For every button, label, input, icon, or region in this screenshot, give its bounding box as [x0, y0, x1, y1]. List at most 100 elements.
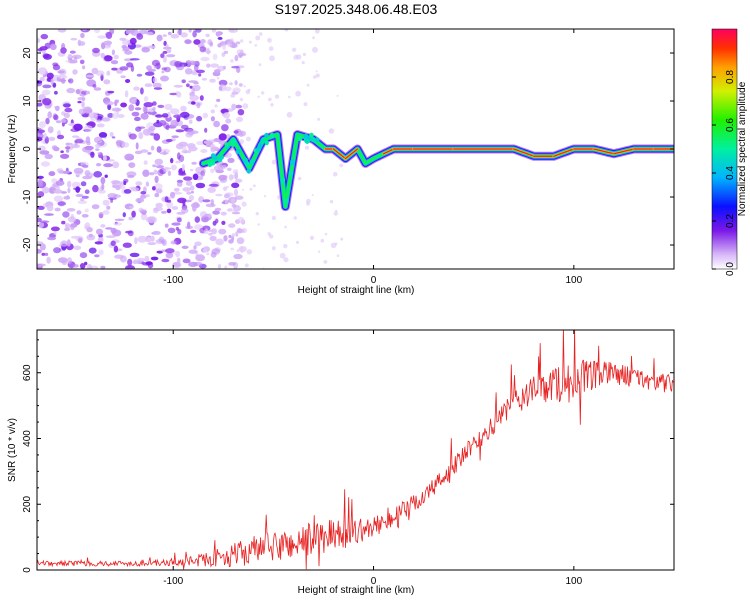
- spectrogram-noise-blob: [162, 56, 167, 63]
- spectrogram-noise-blob: [228, 239, 234, 244]
- spectrogram-noise-blob: [229, 38, 234, 43]
- spectrogram-noise-blob: [302, 52, 307, 57]
- spectrogram-noise-blob: [125, 265, 135, 269]
- spectrogram-noise-blob: [57, 29, 67, 33]
- spectrogram-noise-blob: [223, 112, 231, 119]
- spectrogram-noise-blob: [44, 153, 53, 160]
- spectrogram-noise-blob: [241, 227, 247, 234]
- spectrogram-noise-blob: [105, 31, 113, 39]
- spectrogram-noise-blob: [268, 97, 272, 102]
- ridge-blob: [280, 177, 286, 183]
- snr-x-tick-label: 0: [371, 576, 377, 587]
- spectrogram-noise-blob: [107, 193, 117, 199]
- spectrogram-noise-blob: [220, 211, 227, 216]
- spectrogram-noise-blob: [191, 161, 197, 165]
- spectrogram-noise-blob: [145, 181, 150, 187]
- spectrogram-noise-blob: [149, 172, 155, 176]
- spectrogram-noise-blob: [268, 46, 274, 51]
- spectrogram-noise-blob: [92, 84, 97, 88]
- spectrogram-noise-blob: [152, 77, 158, 83]
- spectrogram-noise-blob: [200, 149, 208, 153]
- spectrogram-noise-blob: [201, 216, 209, 223]
- spectrogram-noise-blob: [124, 50, 133, 55]
- spectrogram-noise-blob: [130, 187, 140, 192]
- spectrogram-noise-blob: [143, 160, 148, 165]
- spectrogram-noise-blob: [231, 182, 240, 189]
- spectrogram-noise-blob: [156, 146, 162, 153]
- spectrogram-noise-blob: [71, 135, 80, 138]
- spectrogram-noise-blob: [61, 220, 66, 225]
- spectrogram-noise-blob: [286, 111, 293, 118]
- ridge-peak: [613, 148, 635, 155]
- spectrogram-noise-blob: [271, 215, 277, 221]
- spectrogram-noise-blob: [309, 235, 315, 240]
- spectrogram-noise-blob: [113, 54, 119, 60]
- spectrogram-noise-blob: [39, 220, 50, 223]
- spectrogram-noise-blob: [69, 223, 75, 231]
- spectrogram-noise-blob: [37, 182, 44, 188]
- spectrogram-noise-blob: [228, 223, 236, 228]
- spectrogram-noise-blob: [227, 157, 235, 163]
- spectrogram-noise-blob: [339, 163, 344, 168]
- spectrogram-noise-blob: [284, 225, 287, 229]
- spectrogram-noise-blob: [67, 216, 77, 223]
- spectrogram-noise-blob: [233, 130, 239, 134]
- ridge-blob: [284, 198, 289, 204]
- spectrogram-noise-blob: [231, 65, 240, 69]
- spectrogram-noise-blob: [141, 47, 150, 53]
- spectrogram-noise-blob: [72, 54, 82, 59]
- spectrogram-noise-blob: [73, 264, 79, 268]
- spectrogram-noise-blob: [96, 163, 102, 167]
- spectrogram-noise-blob: [175, 129, 185, 133]
- spectrogram-noise-blob: [107, 103, 112, 111]
- colorbar-tick-label: 0.2: [725, 214, 736, 228]
- spectrogram-noise-blob: [147, 262, 154, 269]
- spectrogram-noise-blob: [178, 172, 187, 176]
- spectrogram-noise-blob: [236, 249, 240, 253]
- spectrogram-noise-blob: [208, 232, 213, 236]
- spectrogram-noise-blob: [239, 97, 244, 102]
- spectrogram-noise-blob: [236, 49, 243, 55]
- spectrogram-noise-blob: [86, 227, 93, 233]
- snr-y-tick-label: 200: [22, 495, 33, 512]
- spectrogram-noise-blob: [171, 135, 179, 139]
- spectrogram-noise-blob: [63, 112, 70, 119]
- spectrogram-noise-blob: [154, 158, 164, 166]
- spectrogram-noise-blob: [50, 78, 54, 85]
- spectrogram-noise-blob: [222, 165, 227, 170]
- spectrogram-noise-blob: [100, 52, 106, 59]
- spectrogram-noise-blob: [54, 207, 61, 212]
- spectrogram-noise-blob: [188, 194, 195, 201]
- spectrogram-noise-blob: [106, 70, 111, 76]
- spectrogram-noise-blob: [164, 196, 169, 203]
- spectrogram-noise-blob: [169, 191, 176, 199]
- spectrogram-noise-blob: [165, 252, 174, 259]
- spectrogram-noise-blob: [230, 93, 236, 98]
- spectrogram-noise-blob: [152, 106, 156, 112]
- spectrogram-noise-blob: [102, 210, 110, 215]
- spectrogram-noise-blob: [215, 238, 224, 246]
- spectrogram-noise-blob: [232, 209, 236, 214]
- spectrogram-noise-blob: [165, 124, 170, 131]
- spectrogram-noise-blob: [115, 186, 121, 191]
- spectrogram-noise-blob: [39, 243, 46, 251]
- spectrogram-noise-blob: [47, 236, 57, 241]
- spectrogram-noise-blob: [171, 222, 181, 226]
- spectrogram-noise-blob: [127, 258, 133, 266]
- ridge-peak: [553, 148, 575, 157]
- spectrogram-noise-blob: [210, 109, 215, 114]
- spectrogram-noise-blob: [205, 142, 209, 146]
- colorbar-tick-label: 0.4: [725, 166, 736, 180]
- spectrogram-noise-blob: [70, 37, 78, 41]
- spectrogram-noise-blob: [37, 221, 45, 229]
- spectrogram-noise-blob: [167, 227, 176, 234]
- spectrogram-noise-blob: [47, 111, 52, 119]
- spectrogram-noise-blob: [199, 95, 204, 101]
- spectrogram-noise-blob: [269, 55, 275, 62]
- ridge-peak: [513, 148, 535, 157]
- spectrogram-noise-blob: [134, 150, 143, 155]
- spectrogram-noise-blob: [131, 111, 140, 117]
- spectrogram-noise-blob: [147, 216, 157, 224]
- colorbar-tick-label: 0.0: [725, 262, 736, 276]
- spectrogram-noise-blob: [200, 39, 206, 44]
